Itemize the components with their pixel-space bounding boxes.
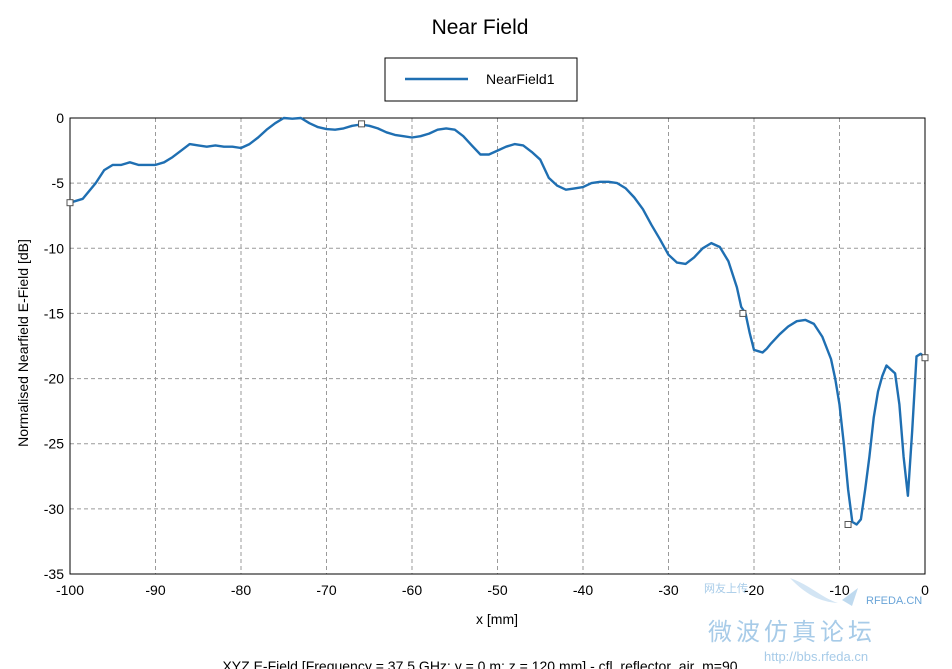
- data-marker: [844, 520, 852, 528]
- legend: NearField1: [384, 57, 578, 102]
- series-nearfield1: [66, 116, 929, 528]
- grid: [70, 118, 925, 574]
- watermark-site-small: RFEDA.CN: [866, 595, 922, 607]
- x-tick-label: -40: [573, 582, 593, 598]
- y-tick-label: -20: [44, 371, 64, 387]
- x-tick-label: -100: [56, 582, 84, 598]
- y-tick-label: -15: [44, 305, 64, 321]
- x-tick-labels: -100 -90 -80 -70 -60 -50 -40 -30 -20 -10 0: [56, 582, 929, 598]
- y-tick-label: 0: [56, 110, 64, 126]
- series-line-nearfield1: [69, 116, 926, 526]
- x-tick-label: 0: [921, 582, 929, 598]
- x-tick-label: -70: [316, 582, 336, 598]
- x-axis-label: x [mm]: [476, 611, 518, 627]
- chart-footer: XYZ E-Field [Frequency = 37.5 GHz; y = 0…: [222, 658, 737, 669]
- y-tick-label: -30: [44, 501, 64, 517]
- y-tick-label: -35: [44, 566, 64, 582]
- y-tick-label: -10: [44, 240, 64, 256]
- y-tick-label: -25: [44, 436, 64, 452]
- x-tick-label: -30: [658, 582, 678, 598]
- x-tick-label: -10: [829, 582, 849, 598]
- data-marker: [358, 120, 366, 128]
- x-tick-label: -90: [145, 582, 165, 598]
- y-axis-label: Normalised Nearfield E-Field [dB]: [15, 239, 31, 447]
- x-tick-label: -50: [487, 582, 507, 598]
- watermark-logo: [790, 578, 858, 606]
- x-tick-label: -20: [744, 582, 764, 598]
- y-tick-label: -5: [52, 175, 65, 191]
- watermark-url: http://bbs.rfeda.cn: [764, 649, 868, 664]
- data-marker: [921, 354, 929, 362]
- x-tick-label: -80: [231, 582, 251, 598]
- watermark-faint: 网友上传: [704, 581, 748, 595]
- plot-area-frame: [69, 117, 926, 575]
- watermark-site-cn: 微波仿真论坛: [708, 619, 876, 646]
- data-marker: [739, 309, 747, 317]
- chart-title: Near Field: [432, 16, 529, 39]
- watermark: 网友上传 RFEDA.CN 微波仿真论坛 http://bbs.rfeda.cn: [704, 578, 922, 664]
- data-marker: [66, 199, 74, 207]
- y-tick-labels: 0 -5 -10 -15 -20 -25 -30 -35: [44, 110, 64, 582]
- x-tick-label: -60: [402, 582, 422, 598]
- legend-label-nearfield1: NearField1: [486, 71, 555, 87]
